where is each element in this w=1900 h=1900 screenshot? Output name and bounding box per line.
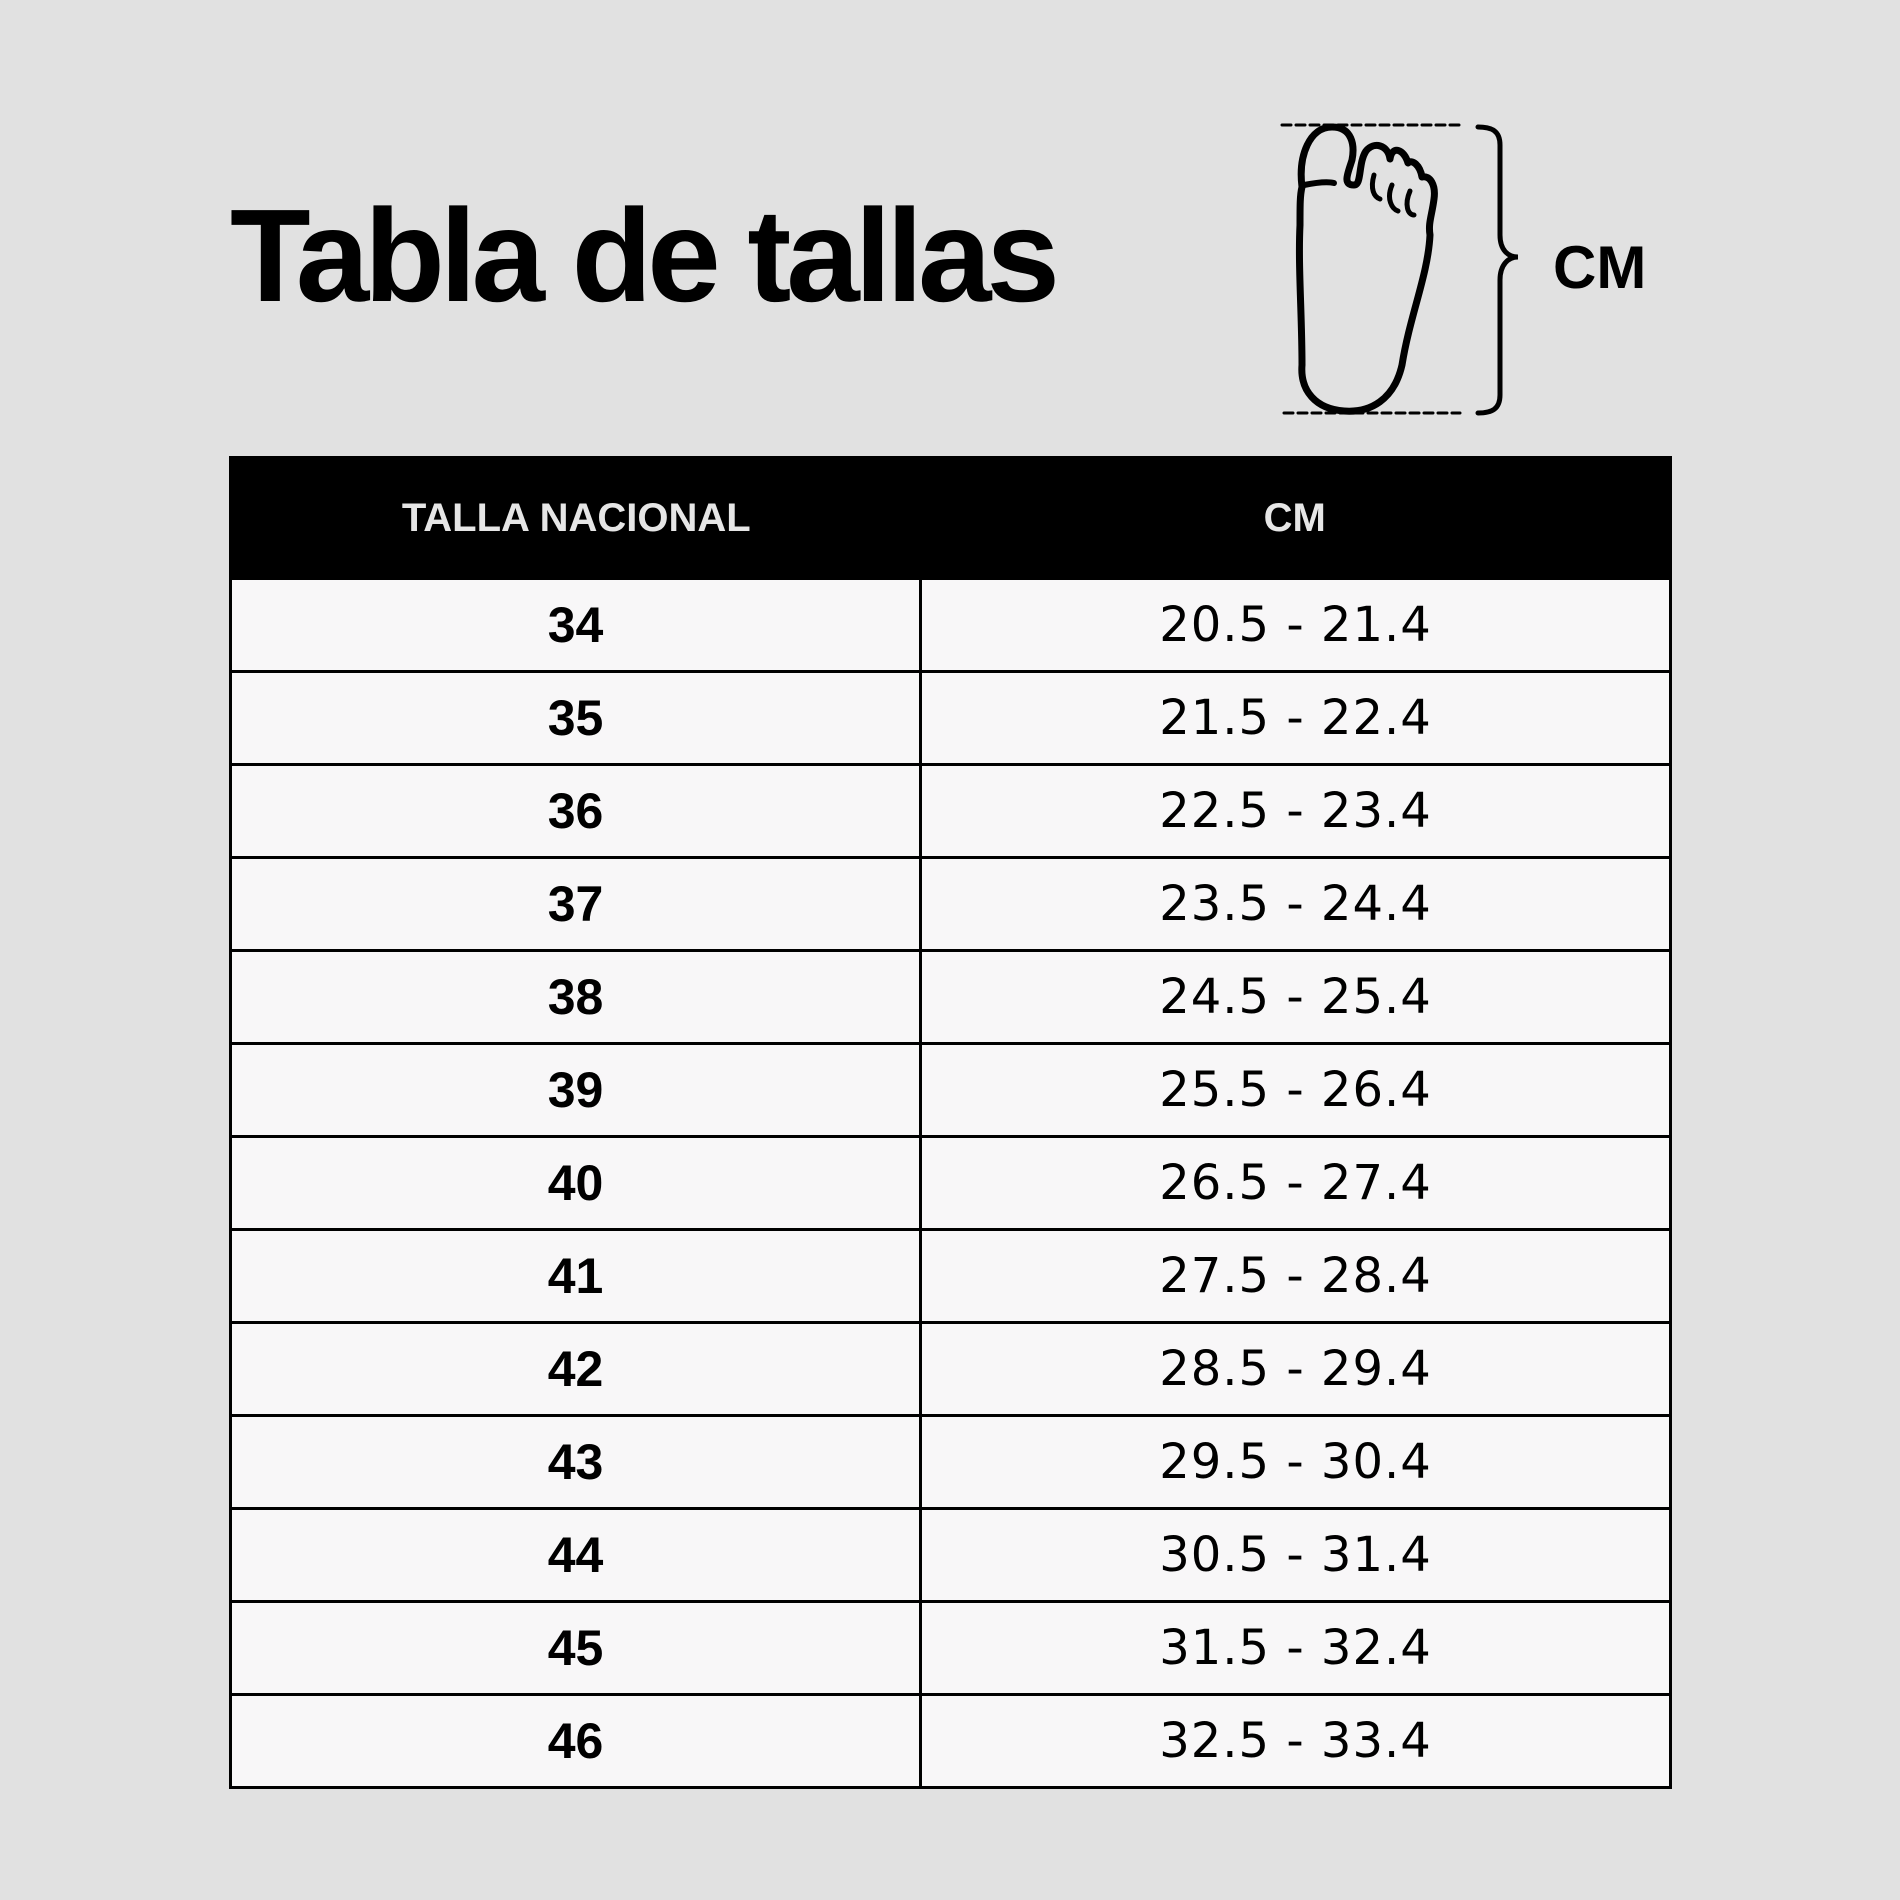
cm-range-cell: 28.5 - 29.4 (919, 1321, 1672, 1417)
cm-range-cell: 26.5 - 27.4 (919, 1135, 1672, 1231)
size-cell: 34 (229, 577, 922, 673)
table-row: 38 24.5 - 25.4 (229, 949, 1672, 1045)
cm-range-cell: 24.5 - 25.4 (919, 949, 1672, 1045)
table-row: 34 20.5 - 21.4 (229, 577, 1672, 673)
size-cell: 46 (229, 1693, 922, 1789)
table-row: 35 21.5 - 22.4 (229, 670, 1672, 766)
size-cell: 40 (229, 1135, 922, 1231)
size-cell: 37 (229, 856, 922, 952)
page-title: Tabla de tallas (230, 182, 1060, 329)
size-cell: 36 (229, 763, 922, 859)
cm-range-cell: 30.5 - 31.4 (919, 1507, 1672, 1603)
cm-range-cell: 31.5 - 32.4 (919, 1600, 1672, 1696)
size-cell: 42 (229, 1321, 922, 1417)
unit-label: CM (1553, 234, 1647, 301)
size-cell: 41 (229, 1228, 922, 1324)
size-table: TALLA NACIONAL CM 34 20.5 - 21.4 35 21.5 - … (229, 456, 1672, 1789)
cm-range-cell: 27.5 - 28.4 (919, 1228, 1672, 1324)
cm-range-cell: 23.5 - 24.4 (919, 856, 1672, 952)
header-cm: CM (920, 457, 1671, 579)
cm-range-cell: 29.5 - 30.4 (919, 1414, 1672, 1510)
size-cell: 44 (229, 1507, 922, 1603)
table-header-row: TALLA NACIONAL CM (230, 457, 1671, 579)
size-cell: 43 (229, 1414, 922, 1510)
table-row: 37 23.5 - 24.4 (229, 856, 1672, 952)
table-row: 46 32.5 - 33.4 (229, 1693, 1672, 1789)
table-row: 44 30.5 - 31.4 (229, 1507, 1672, 1603)
header-talla-nacional: TALLA NACIONAL (230, 457, 921, 579)
cm-range-cell: 22.5 - 23.4 (919, 763, 1672, 859)
table-row: 41 27.5 - 28.4 (229, 1228, 1672, 1324)
table-row: 43 29.5 - 30.4 (229, 1414, 1672, 1510)
cm-range-cell: 21.5 - 22.4 (919, 670, 1672, 766)
table-row: 40 26.5 - 27.4 (229, 1135, 1672, 1231)
table-row: 42 28.5 - 29.4 (229, 1321, 1672, 1417)
size-cell: 35 (229, 670, 922, 766)
size-cell: 39 (229, 1042, 922, 1138)
cm-range-cell: 25.5 - 26.4 (919, 1042, 1672, 1138)
cm-range-cell: 20.5 - 21.4 (919, 577, 1672, 673)
cm-range-cell: 32.5 - 33.4 (919, 1693, 1672, 1789)
table-row: 39 25.5 - 26.4 (229, 1042, 1672, 1138)
table-row: 36 22.5 - 23.4 (229, 763, 1672, 859)
table-row: 45 31.5 - 32.4 (229, 1600, 1672, 1696)
foot-outline-icon (1280, 123, 1519, 416)
size-cell: 45 (229, 1600, 922, 1696)
size-cell: 38 (229, 949, 922, 1045)
